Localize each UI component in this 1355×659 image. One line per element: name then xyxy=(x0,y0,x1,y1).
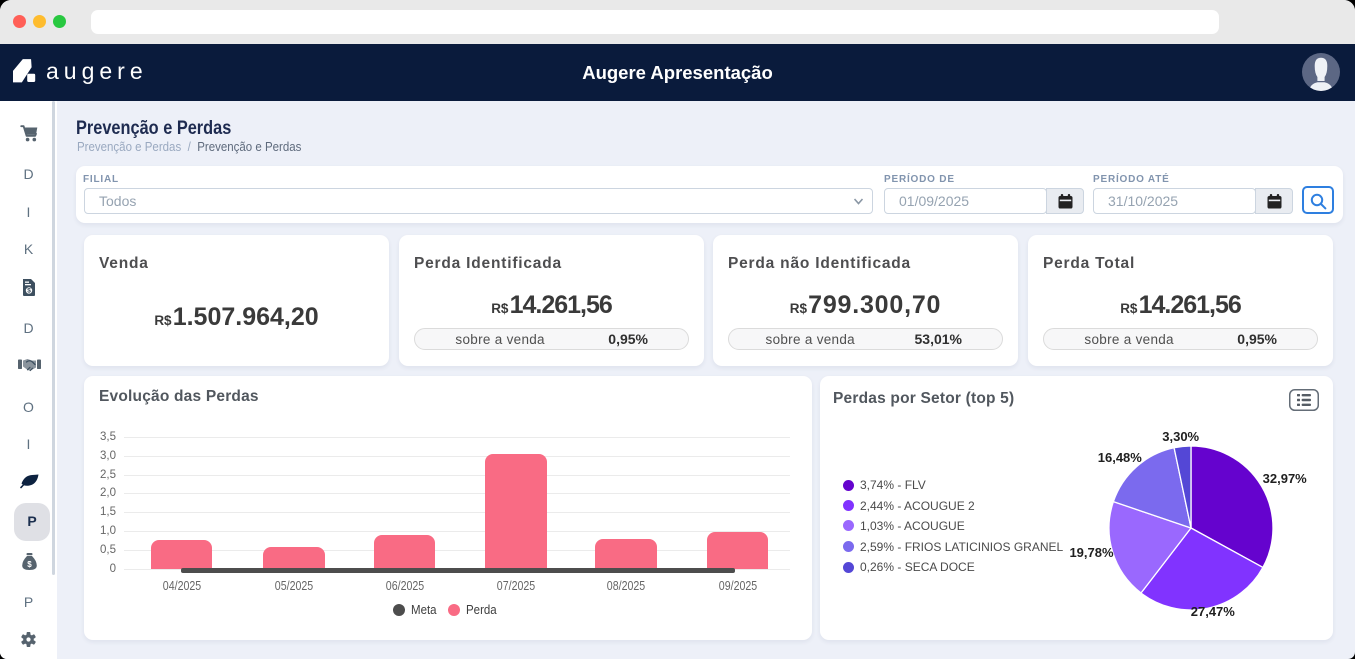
svg-text:$: $ xyxy=(27,288,31,295)
svg-text:$: $ xyxy=(27,560,32,569)
